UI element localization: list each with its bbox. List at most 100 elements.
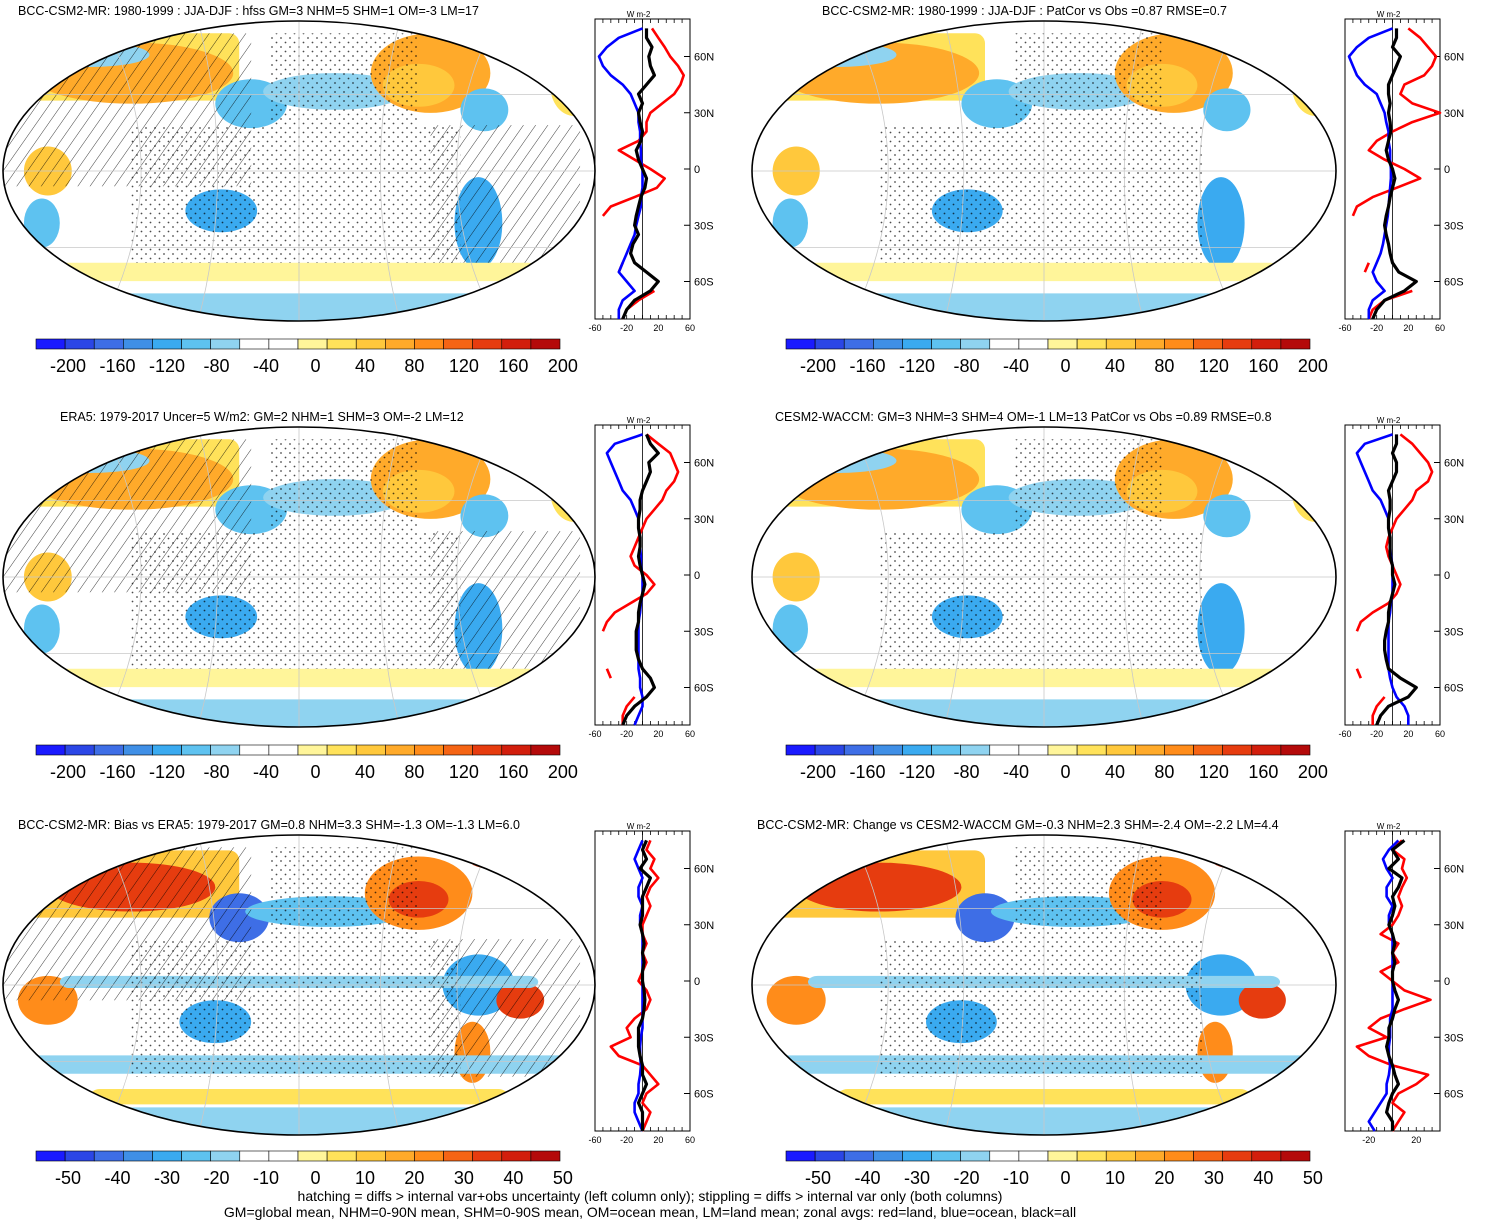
colorbar-tick-label: -160	[99, 762, 135, 782]
colorbar-swatch	[785, 1150, 816, 1162]
region-arctic-hot	[3, 841, 96, 866]
colorbar-tick-label: -50	[55, 1168, 81, 1188]
graticule-line	[848, 835, 889, 1135]
colorbar-swatch	[843, 338, 874, 350]
colorbar-swatch	[501, 744, 532, 756]
colorbar-tick-label: -30	[904, 1168, 930, 1188]
colorbar-tick-label: -10	[253, 1168, 279, 1188]
x-tick-label: -20	[1362, 1135, 1375, 1145]
colorbar-swatch	[1135, 744, 1165, 756]
lat-tick-label: 30S	[1444, 626, 1464, 638]
stippling	[1014, 847, 1162, 940]
world-map	[751, 20, 1337, 322]
region-southern-ocean	[778, 262, 1280, 282]
lat-tick-label: 0	[1444, 164, 1450, 176]
colorbar-swatch	[1164, 1150, 1194, 1162]
panel-title: BCC-CSM2-MR: 1980-1999 : JJA-DJF : hfss …	[18, 4, 479, 18]
colorbar-tick-label: -120	[899, 356, 935, 376]
colorbar-tick-label: 80	[1154, 762, 1174, 782]
colorbar-swatch	[326, 744, 357, 756]
lat-tick-label: 30N	[694, 108, 714, 120]
colorbar-tick-label: 80	[1154, 356, 1174, 376]
colorbar-tick-label: 160	[1248, 762, 1278, 782]
colorbar-swatch	[960, 1150, 991, 1162]
colorbar-swatch	[960, 744, 991, 756]
colorbar-tick-label: 80	[404, 762, 424, 782]
world-map	[2, 834, 596, 1136]
colorbar-swatch	[1047, 1150, 1078, 1162]
region-gulf-stream	[1203, 494, 1251, 538]
colorbar-swatch	[152, 1150, 182, 1162]
colorbar-tick-label: 0	[310, 762, 320, 782]
colorbar-tick-label: 40	[1105, 762, 1125, 782]
colorbar-swatch	[385, 744, 415, 756]
colorbar-swatch	[931, 744, 961, 756]
colorbar: -200 -160 -120 -80 -40 0 40 80 120 160 200	[35, 744, 578, 782]
colorbar-tick-label: -80	[203, 762, 229, 782]
graticule-line	[196, 427, 219, 727]
x-tick-label: -60	[588, 729, 601, 739]
x-tick-label: -20	[1370, 729, 1383, 739]
stippling	[1014, 439, 1162, 532]
colorbar-swatch	[472, 338, 503, 350]
colorbar-tick-label: -160	[849, 356, 885, 376]
region-south-africa	[23, 604, 60, 654]
colorbar-tick-label: 0	[310, 356, 320, 376]
colorbar-swatch	[1251, 744, 1282, 756]
colorbar-tick-label: 50	[553, 1168, 573, 1188]
colorbar-swatch	[326, 338, 357, 350]
lat-tick-label: 60S	[694, 683, 714, 695]
colorbar-swatch	[1193, 338, 1223, 350]
colorbar-tick-label: 10	[355, 1168, 375, 1188]
region-southern-ocean	[29, 668, 539, 688]
colorbar-swatch	[1280, 744, 1311, 756]
lat-tick-label: 0	[694, 164, 700, 176]
region-gulf-stream	[460, 494, 509, 538]
lat-tick-label: 60N	[694, 52, 714, 64]
colorbar-tick-label: -50	[805, 1168, 831, 1188]
hatching	[3, 847, 252, 1001]
colorbar-swatch	[385, 1150, 415, 1162]
colorbar-tick-label: -40	[1003, 356, 1029, 376]
colorbar-tick-label: 200	[1298, 762, 1328, 782]
colorbar-swatch	[443, 338, 473, 350]
region-gulf-stream	[1203, 88, 1251, 132]
x-tick-label: -60	[588, 323, 601, 333]
lat-tick-label: 0	[694, 570, 700, 582]
colorbar-swatch	[873, 338, 903, 350]
colorbar-swatch	[123, 1150, 153, 1162]
unit-label: W m-2	[627, 10, 651, 19]
hatching	[430, 125, 581, 263]
colorbar-swatch	[1280, 338, 1311, 350]
colorbar-swatch	[1076, 744, 1107, 756]
colorbar-tick-label: 40	[1105, 356, 1125, 376]
world-map	[2, 20, 596, 322]
colorbar-swatch	[326, 1150, 357, 1162]
colorbar-swatch	[1135, 338, 1165, 350]
series-land-line	[1351, 27, 1442, 320]
graticule-line	[848, 427, 889, 727]
x-tick-label: -20	[620, 323, 633, 333]
unit-label: W m-2	[1377, 822, 1401, 831]
colorbar-swatch	[1047, 744, 1078, 756]
colorbar-swatch	[472, 1150, 503, 1162]
colorbar-tick-label: 0	[1060, 1168, 1070, 1188]
zonal-average-plot: W m-2 60N 30N 0 30S 60S -60 -20 20 60	[588, 416, 714, 739]
colorbar-swatch	[385, 338, 415, 350]
colorbar-swatch	[1251, 338, 1282, 350]
x-tick-label: 20	[1403, 323, 1413, 333]
colorbar-tick-label: 120	[449, 356, 479, 376]
colorbar-swatch	[843, 1150, 874, 1162]
colorbar-swatch	[814, 1150, 845, 1162]
colorbar-swatch	[1222, 338, 1253, 350]
zonal-average-plot: W m-2 60N 30N 0 30S 60S -20 20	[1344, 822, 1464, 1145]
colorbar-swatch	[414, 744, 444, 756]
lat-tick-label: 30N	[1444, 514, 1464, 526]
colorbar-tick-label: 40	[503, 1168, 523, 1188]
region-arctic-ocean	[778, 448, 897, 473]
hatching	[3, 33, 252, 187]
colorbar-swatch	[297, 1150, 328, 1162]
stippling	[269, 847, 419, 940]
colorbar-tick-label: -30	[154, 1168, 180, 1188]
colorbar-tick-label: 0	[1060, 762, 1070, 782]
